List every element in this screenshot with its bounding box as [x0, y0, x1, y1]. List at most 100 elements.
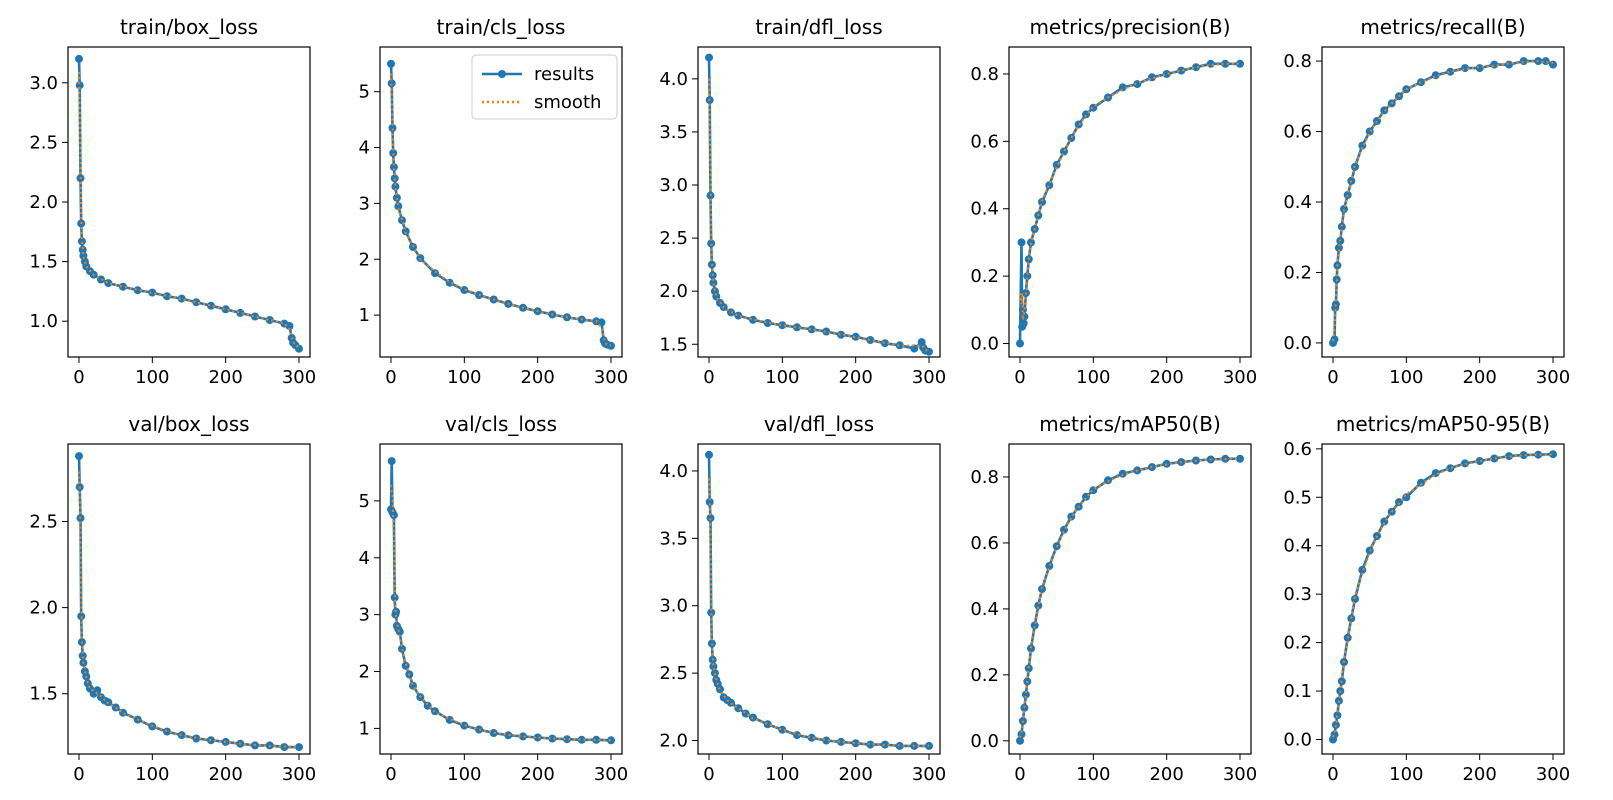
results-point: [1082, 492, 1090, 501]
legend-results-marker: [498, 70, 506, 78]
y-tick-label: 0.6: [970, 131, 999, 152]
results-point: [251, 312, 259, 321]
smooth-line: [1332, 453, 1554, 738]
x-tick-label: 0: [1327, 764, 1338, 785]
results-line: [707, 57, 930, 353]
y-tick-label: 1.5: [29, 252, 58, 273]
results-point: [925, 347, 933, 356]
results-point: [705, 450, 713, 459]
results-point: [1343, 191, 1352, 199]
results-point: [387, 59, 395, 68]
subplot-3: train/dfl_loss 0 100 200 300 1.5 2.0 2.5 3.0 3.5 4…: [659, 15, 946, 388]
y-tick-label: 2.0: [29, 192, 58, 213]
x-tick-label: 300: [282, 367, 316, 388]
results-point: [866, 336, 875, 344]
results-point: [1017, 238, 1026, 247]
results-point: [398, 644, 406, 653]
y-tick-label: 2.5: [29, 132, 58, 153]
subplot-title: train/cls_loss: [437, 15, 566, 39]
results-point: [285, 322, 294, 330]
y-tick-label: 4: [359, 548, 370, 569]
y-tick-label: 0.0: [1283, 333, 1312, 354]
subplot-title: metrics/mAP50(B): [1039, 412, 1221, 436]
y-tick-label: 1.5: [659, 334, 688, 355]
results-line: [77, 58, 300, 350]
subplot-title: val/box_loss: [128, 412, 249, 436]
y-tick-label: 2.5: [29, 512, 58, 533]
results-point: [1118, 469, 1127, 478]
results-point: [749, 315, 757, 324]
x-tick-label: 0: [385, 764, 396, 785]
results-point: [1023, 272, 1032, 281]
x-tick-label: 200: [1149, 367, 1183, 388]
results-point: [75, 54, 83, 63]
results-point: [851, 739, 860, 748]
x-tick-label: 200: [1149, 764, 1183, 785]
results-point: [851, 332, 860, 341]
smooth-line: [78, 71, 300, 348]
results-point: [148, 288, 157, 297]
y-tick-label: 2.5: [659, 228, 688, 249]
results-point: [265, 316, 274, 324]
results-point: [163, 727, 171, 736]
x-tick-label: 200: [1462, 367, 1496, 388]
x-tick-label: 100: [1076, 367, 1110, 388]
results-point: [475, 725, 483, 734]
results-point: [416, 254, 425, 263]
x-tick-label: 0: [703, 367, 714, 388]
results-point: [709, 278, 718, 287]
y-tick-label: 2.0: [659, 281, 688, 302]
x-tick-label: 300: [912, 367, 946, 388]
x-tick-label: 100: [135, 764, 169, 785]
y-tick-label: 0.3: [1283, 584, 1312, 605]
y-tick-label: 2.0: [29, 598, 58, 619]
y-tick-label: 0.2: [970, 665, 999, 686]
results-line: [1018, 457, 1240, 742]
x-tick-label: 100: [447, 367, 481, 388]
results-point: [807, 325, 816, 334]
results-point: [1330, 335, 1339, 344]
results-point: [1340, 205, 1348, 213]
results-point: [778, 321, 787, 330]
results-point: [1016, 736, 1024, 745]
results-point: [1060, 147, 1068, 156]
results-point: [192, 734, 201, 743]
y-tick-label: 0.4: [970, 199, 999, 220]
y-tick-label: 0.6: [1283, 122, 1312, 143]
x-tick-label: 0: [1014, 764, 1025, 785]
x-tick-label: 200: [520, 367, 554, 388]
results-point: [177, 294, 186, 303]
results-point: [563, 735, 571, 744]
x-tick-label: 100: [765, 367, 799, 388]
y-tick-label: 3.0: [659, 596, 688, 617]
x-tick-label: 100: [135, 367, 169, 388]
results-point: [1334, 243, 1343, 252]
y-tick-label: 2.0: [659, 731, 688, 752]
axes-frame: [379, 443, 623, 755]
y-tick-label: 3.0: [659, 175, 688, 196]
results-point: [207, 301, 215, 310]
y-tick-label: 0.0: [970, 334, 999, 355]
results-point: [1118, 83, 1127, 92]
subplot-title: train/box_loss: [120, 15, 258, 39]
results-point: [391, 182, 400, 191]
results-point: [392, 193, 401, 202]
y-tick-label: 0.5: [1283, 487, 1312, 508]
results-point: [389, 163, 398, 172]
x-tick-label: 0: [385, 367, 396, 388]
results-point: [460, 286, 469, 294]
results-point: [910, 344, 919, 353]
smooth-line: [78, 471, 300, 749]
subplot-2: train/cls_loss 0 100 200 300 1 2 3 4 5 results smoo…: [359, 15, 629, 388]
y-tick-label: 0.6: [1283, 439, 1312, 460]
results-point: [1162, 70, 1171, 78]
x-tick-label: 200: [208, 764, 242, 785]
x-tick-label: 300: [912, 764, 946, 785]
results-point: [705, 498, 714, 506]
results-point: [1351, 595, 1359, 603]
y-tick-label: 4.0: [659, 461, 688, 482]
smooth-line: [1019, 457, 1241, 738]
results-point: [1358, 565, 1367, 574]
results-line: [1331, 452, 1554, 740]
x-tick-label: 200: [838, 367, 872, 388]
